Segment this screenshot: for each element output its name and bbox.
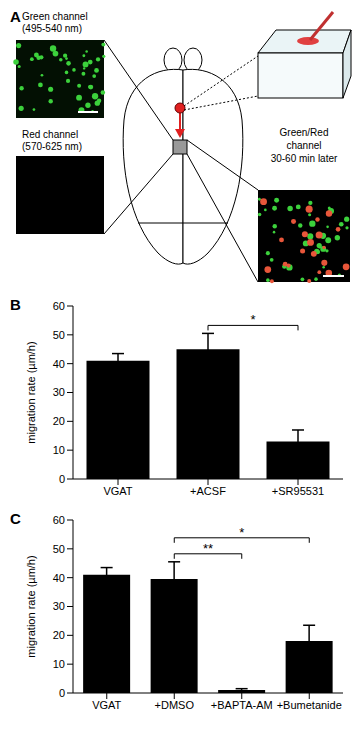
svg-text:50: 50 [53,329,65,341]
svg-text:*: * [239,525,244,540]
svg-text:40: 40 [53,572,65,584]
svg-text:30-60 min later: 30-60 min later [271,153,338,164]
svg-text:20: 20 [53,415,65,427]
svg-text:+BAPTA-AM: +BAPTA-AM [211,699,273,711]
svg-text:migration rate (µm/h): migration rate (µm/h) [25,341,37,443]
svg-text:40: 40 [53,358,65,370]
svg-text:0: 0 [59,473,65,485]
svg-text:30: 30 [53,600,65,612]
svg-text:*: * [250,312,255,327]
svg-text:channel: channel [286,140,321,151]
svg-text:60: 60 [53,300,65,312]
svg-text:10: 10 [53,658,65,670]
svg-text:(495-540 nm): (495-540 nm) [22,23,82,34]
svg-text:+DMSO: +DMSO [155,699,195,711]
svg-text:migration rate (µm/h): migration rate (µm/h) [25,555,37,657]
html-text:B: B [10,296,21,313]
svg-text:Red channel: Red channel [22,129,78,140]
svg-text:Green channel: Green channel [22,11,88,22]
svg-text:30: 30 [53,386,65,398]
svg-text:(570-625 nm): (570-625 nm) [22,141,82,152]
svg-text:10: 10 [53,444,65,456]
html-text:C: C [10,510,21,527]
svg-text:0: 0 [59,687,65,699]
svg-text:Green/Red: Green/Red [280,127,329,138]
svg-text:60: 60 [53,514,65,526]
svg-text:+ACSF: +ACSF [190,485,226,497]
svg-text:+SR95531: +SR95531 [272,485,324,497]
svg-text:+Bumetanide: +Bumetanide [277,699,342,711]
svg-text:A: A [10,8,21,25]
svg-text:**: ** [203,541,213,556]
svg-text:20: 20 [53,629,65,641]
svg-text:50: 50 [53,543,65,555]
svg-text:VGAT: VGAT [92,699,121,711]
svg-text:VGAT: VGAT [103,485,132,497]
